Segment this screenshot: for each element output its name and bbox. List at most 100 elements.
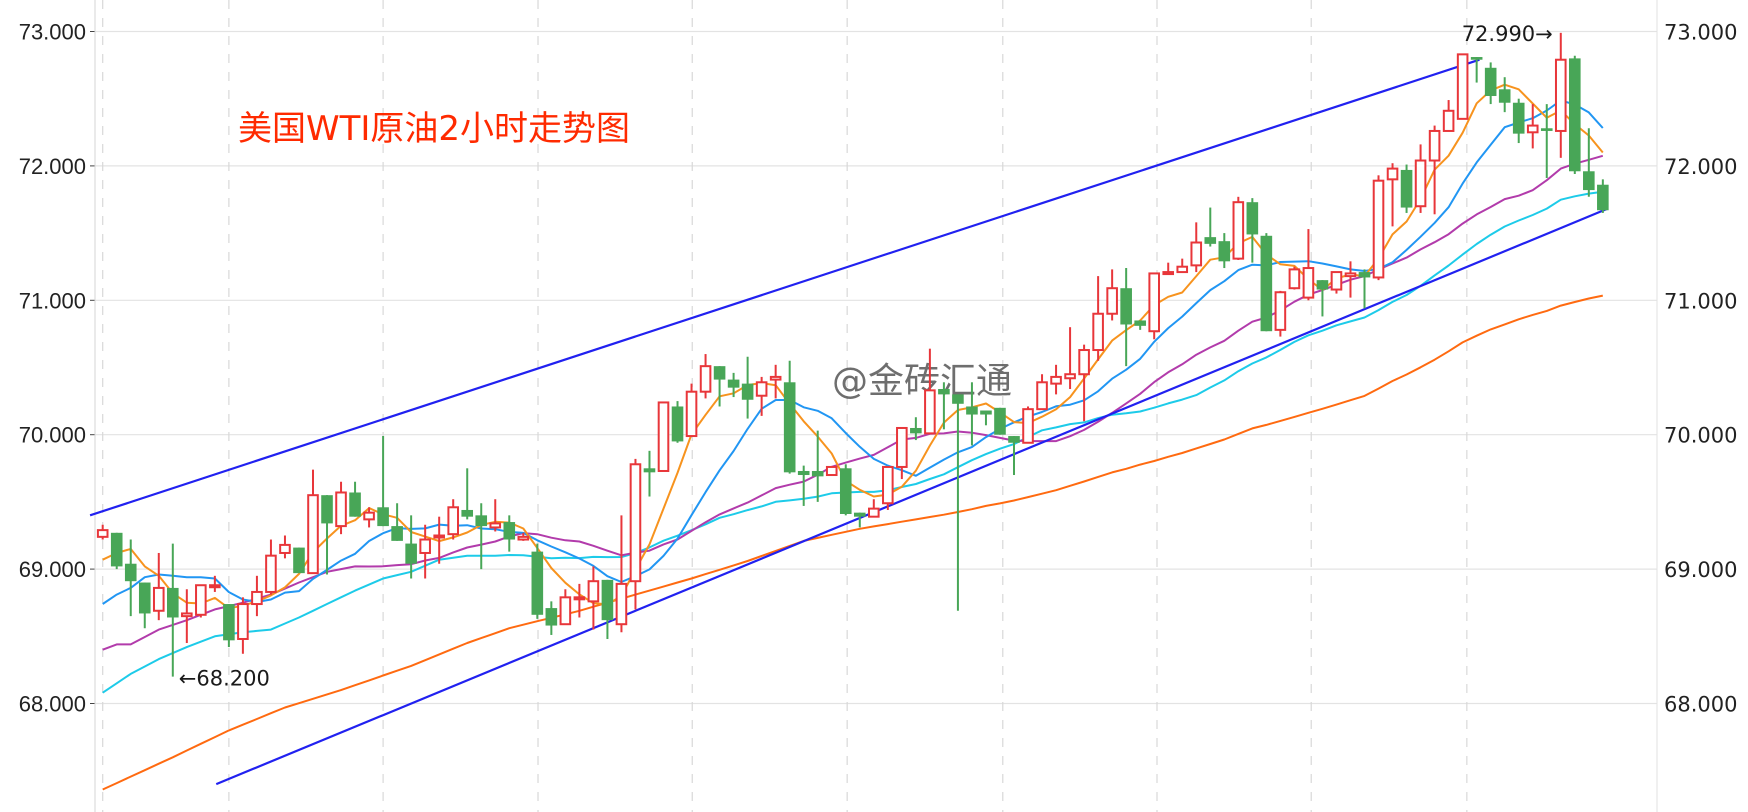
candle-up [587, 566, 600, 630]
candle-up [896, 426, 908, 480]
candle-down [783, 360, 796, 474]
candle-up [1414, 144, 1427, 213]
candle-up [1148, 272, 1161, 340]
candle-up [1428, 125, 1441, 215]
candle-body [741, 383, 754, 400]
candle-body [1386, 167, 1399, 181]
candle-body [811, 470, 824, 477]
candle-body [1148, 272, 1161, 333]
candle-up [1302, 229, 1315, 301]
ma10-line [102, 99, 1604, 605]
candle-down [671, 401, 684, 443]
candle-up [685, 383, 698, 438]
candle-down [377, 436, 389, 527]
candle-body [1162, 271, 1175, 276]
candle-up [1344, 261, 1357, 298]
candle-down [531, 543, 544, 619]
candle-up [924, 348, 936, 435]
candle-body [1092, 312, 1104, 352]
y-tick-label-right: 68.000 [1664, 693, 1737, 717]
candle-body [615, 582, 628, 626]
candle-body [896, 426, 908, 468]
candle-up [1036, 374, 1048, 411]
candle-body [587, 580, 600, 603]
candle-up [615, 515, 628, 633]
candle-body [1022, 408, 1034, 444]
candle-up [1064, 327, 1076, 390]
candle-up [559, 589, 572, 626]
upper-trend-line [89, 58, 1480, 517]
candle-body [1512, 102, 1525, 134]
candle-down [138, 582, 151, 629]
candle-body [980, 410, 992, 415]
candle-down [811, 430, 824, 502]
candle-body [1274, 291, 1287, 331]
candle-body [1442, 109, 1455, 132]
candle-body [1106, 287, 1118, 315]
candle-down [349, 481, 361, 517]
candle-down [713, 366, 726, 407]
candle-down [1583, 128, 1595, 197]
candle-body [167, 587, 179, 618]
candle-body [237, 603, 249, 640]
candle-body [1316, 280, 1329, 290]
y-tick-label-left: 69.000 [19, 557, 86, 582]
candle-body [1302, 267, 1315, 299]
candle-down [952, 394, 964, 611]
candle-down [1484, 62, 1497, 105]
y-tick-label-left: 71.000 [19, 288, 86, 313]
candle-body [1400, 169, 1413, 208]
y-tick-label-right: 71.000 [1664, 289, 1737, 313]
y-tick-label-right: 72.000 [1664, 155, 1737, 179]
candle-body [882, 465, 894, 505]
candle-down [223, 604, 235, 648]
candle-down [1260, 233, 1273, 332]
candle-body [1554, 58, 1567, 132]
candle-body [1288, 268, 1301, 290]
y-tick-label-right: 70.000 [1664, 424, 1737, 448]
candle-body [1232, 201, 1245, 260]
axes [94, 0, 1658, 812]
y-tick-label-right: 69.000 [1664, 558, 1737, 582]
candle-body [1134, 320, 1146, 326]
candle-up [517, 532, 530, 541]
candle-body [517, 535, 530, 541]
candle-down [741, 356, 754, 419]
y-tick-label-left: 68.000 [19, 692, 86, 717]
candle-up [1190, 222, 1203, 273]
candle-up [1162, 262, 1175, 276]
candle-body [966, 406, 978, 415]
candle-body [783, 382, 796, 473]
candle-up [279, 535, 291, 559]
candle-up [769, 364, 782, 399]
candle-body [1064, 373, 1076, 380]
candle-up [1078, 344, 1090, 422]
candle-body [1330, 271, 1343, 291]
candle-down [966, 382, 978, 446]
trend-lines [89, 58, 1608, 786]
candle-body [152, 586, 165, 612]
candle-body [349, 492, 361, 517]
candle-down [124, 539, 137, 617]
candle-up [1232, 196, 1245, 260]
watermark: @金砖汇通 [832, 361, 1012, 402]
candle-body [769, 375, 782, 381]
candle-up [1442, 100, 1455, 132]
candle-up [419, 524, 431, 579]
candle-body [727, 379, 740, 388]
candle-body [377, 507, 389, 527]
chart-title: 美国WTI原油2小时走势图 [238, 109, 630, 149]
candle-body [1218, 241, 1231, 262]
candle-up [251, 575, 263, 617]
candle-down [910, 417, 922, 441]
candle-up [237, 597, 249, 654]
candle-up [181, 589, 193, 644]
candle-down [391, 503, 403, 541]
candle-up [882, 465, 894, 510]
candles [96, 32, 1609, 677]
candle-body [307, 494, 319, 575]
candle-up [209, 575, 221, 592]
candle-down [321, 495, 333, 575]
candle-body [657, 401, 670, 472]
